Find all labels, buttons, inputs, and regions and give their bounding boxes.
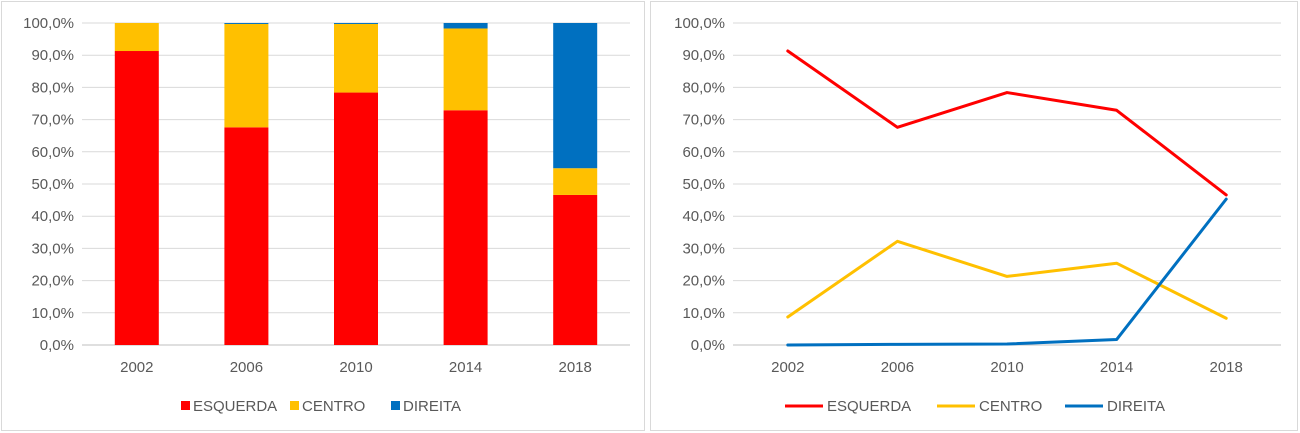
y-tick-label: 40,0% — [31, 208, 74, 225]
series-line — [786, 49, 1228, 197]
y-tick-label: 80,0% — [31, 79, 74, 96]
bar-segment — [553, 168, 598, 195]
y-tick-label: 40,0% — [682, 208, 725, 225]
legend-swatch — [290, 401, 299, 410]
y-tick-label: 60,0% — [31, 144, 74, 161]
bar-segment — [443, 28, 488, 111]
x-tick-label: 2018 — [1210, 359, 1243, 376]
series-line — [786, 239, 1228, 320]
legend-label: CENTRO — [302, 398, 365, 415]
x-tick-label: 2002 — [771, 359, 804, 376]
bar-segment — [114, 51, 159, 345]
y-tick-label: 10,0% — [31, 305, 74, 322]
y-tick-label: 20,0% — [31, 273, 74, 290]
bar-segment — [443, 110, 488, 346]
bar-segment — [334, 23, 378, 93]
bar-segment — [114, 23, 159, 52]
x-tick-label: 2014 — [1100, 359, 1133, 376]
y-tick-label: 0,0% — [691, 337, 725, 354]
y-tick-label: 100,0% — [674, 15, 725, 32]
line-chart: 0,0% 10,0% 20,0% 30,0% 40,0% 50,0% 60,0% 70,0% 8… — [674, 15, 1281, 415]
legend-swatch — [391, 401, 400, 410]
stacked-bar-chart-panel: 0,0% 10,0% 20,0% 30,0% 40,0% 50,0% 60,0% 70,0% 8… — [1, 1, 645, 431]
y-tick-label: 90,0% — [682, 47, 725, 64]
legend-label: ESQUERDA — [827, 398, 911, 415]
y-tick-label: 0,0% — [40, 337, 74, 354]
bar-segment — [224, 23, 269, 24]
y-tick-label: 70,0% — [31, 112, 74, 129]
bar-segment — [224, 23, 269, 128]
x-tick-label: 2010 — [339, 359, 372, 376]
y-tick-label: 30,0% — [31, 240, 74, 257]
x-tick-label: 2018 — [559, 359, 592, 376]
y-tick-label: 70,0% — [682, 112, 725, 129]
bar-segment — [334, 92, 378, 345]
y-tick-label: 50,0% — [31, 176, 74, 193]
legend-label: CENTRO — [979, 398, 1042, 415]
legend-label: DIREITA — [403, 398, 461, 415]
series-line — [786, 197, 1228, 347]
legend-label: DIREITA — [1107, 398, 1165, 415]
y-tick-label: 80,0% — [682, 79, 725, 96]
bar-segment — [443, 23, 488, 29]
x-tick-label: 2006 — [230, 359, 263, 376]
legend-swatch — [181, 401, 190, 410]
x-tick-label: 2006 — [881, 359, 914, 376]
y-tick-label: 10,0% — [682, 305, 725, 322]
bar-segment — [224, 127, 269, 345]
x-tick-label: 2014 — [449, 359, 482, 376]
y-tick-label: 90,0% — [31, 47, 74, 64]
x-tick-label: 2002 — [120, 359, 153, 376]
bar-segment — [553, 23, 598, 169]
y-tick-label: 20,0% — [682, 273, 725, 290]
line-chart-panel: 0,0% 10,0% 20,0% 30,0% 40,0% 50,0% 60,0% 70,0% 8… — [650, 1, 1298, 431]
bar-segment — [334, 23, 378, 24]
bar-segment — [553, 194, 598, 345]
y-tick-label: 50,0% — [682, 176, 725, 193]
y-tick-label: 100,0% — [23, 15, 74, 32]
y-tick-label: 60,0% — [682, 144, 725, 161]
legend-label: ESQUERDA — [193, 398, 277, 415]
y-tick-label: 30,0% — [682, 240, 725, 257]
x-tick-label: 2010 — [990, 359, 1023, 376]
stacked-bar-chart: 0,0% 10,0% 20,0% 30,0% 40,0% 50,0% 60,0% 70,0% 8… — [23, 15, 630, 415]
